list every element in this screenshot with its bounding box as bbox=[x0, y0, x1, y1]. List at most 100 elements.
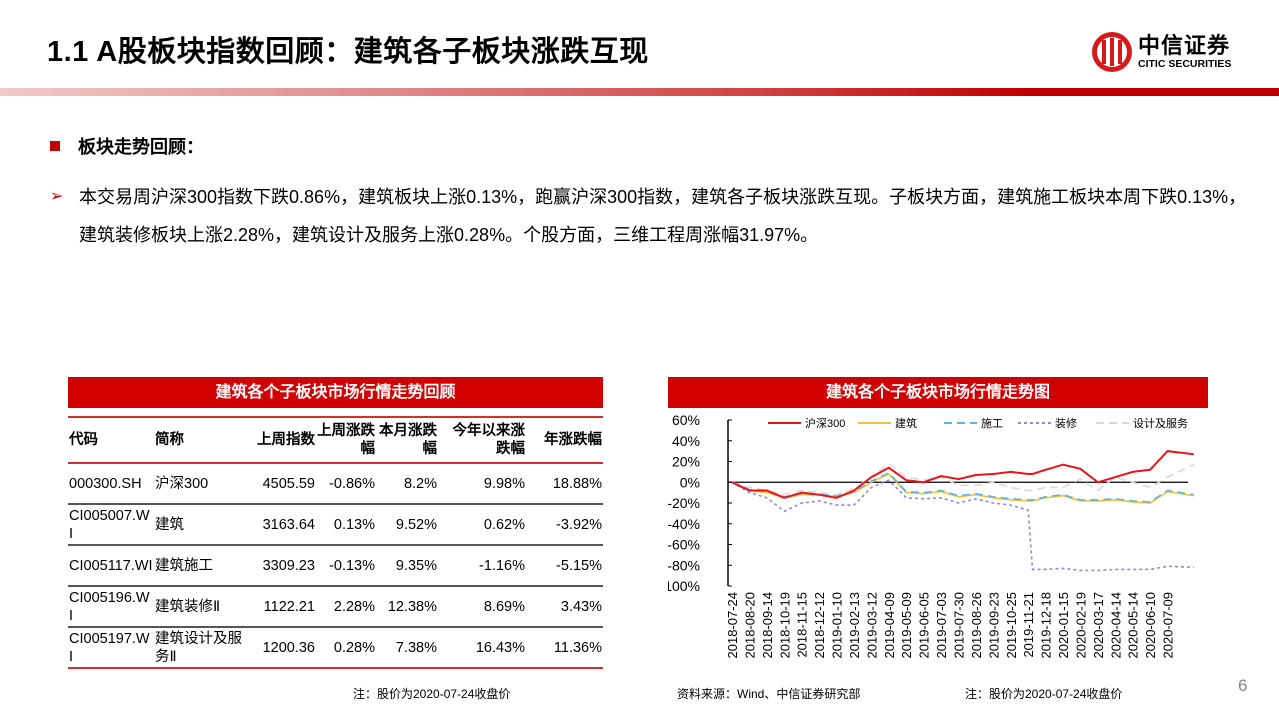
table-cell: 3.43% bbox=[526, 586, 603, 628]
table-cell: CI005117.WI bbox=[68, 545, 154, 587]
table-row: CI005196.WI 建筑装修Ⅱ 1122.21 2.28% 12.38% 8.69% 3… bbox=[68, 586, 603, 628]
x-tick-label: 2020-05-14 bbox=[1126, 592, 1141, 659]
x-tick-label: 2019-07-03 bbox=[934, 592, 949, 659]
x-tick-label: 2018-11-15 bbox=[795, 592, 810, 658]
table-cell: 7.38% bbox=[376, 627, 438, 669]
y-tick-label: -80% bbox=[668, 557, 700, 573]
table-cell: -0.13% bbox=[316, 545, 376, 587]
y-tick-label: 60% bbox=[672, 412, 700, 428]
x-tick-label: 2020-07-09 bbox=[1161, 592, 1176, 659]
chart-title: 建筑各个子板块市场行情走势图 bbox=[668, 377, 1208, 408]
column-header: 上周指数 bbox=[250, 416, 316, 464]
table-title: 建筑各个子板块市场行情走势回顾 bbox=[68, 377, 603, 408]
legend-label: 装修 bbox=[1055, 416, 1077, 430]
table-cell: 8.2% bbox=[376, 463, 438, 505]
table-cell: 建筑施工 bbox=[154, 545, 250, 587]
table-note: 注：股价为2020-07-24收盘价 bbox=[353, 687, 511, 701]
logo-cn: 中信证券 bbox=[1138, 33, 1231, 58]
table-cell: 3163.64 bbox=[250, 504, 316, 546]
table-cell: 000300.SH bbox=[68, 463, 154, 505]
x-tick-label: 2018-12-12 bbox=[812, 592, 827, 659]
x-tick-label: 2020-01-15 bbox=[1056, 592, 1071, 659]
column-header: 今年以来涨跌幅 bbox=[438, 416, 526, 464]
summary-text: 本交易周沪深300指数下跌0.86%，建筑板块上涨0.13%，跑赢沪深300指数… bbox=[79, 187, 1247, 245]
x-tick-label: 2020-02-19 bbox=[1073, 592, 1088, 659]
x-tick-label: 2018-10-19 bbox=[777, 592, 792, 659]
table-cell: 9.98% bbox=[438, 463, 526, 505]
table-cell: 1200.36 bbox=[250, 627, 316, 669]
sector-table: 代码 简称 上周指数 上周涨跌幅 本月涨跌幅 今年以来涨跌幅 年涨跌幅 000300.SH 沪… bbox=[68, 416, 603, 669]
y-tick-label: -40% bbox=[668, 516, 700, 532]
table-cell: 0.28% bbox=[316, 627, 376, 669]
citic-logo: 中信证券 CITIC SECURITIES bbox=[1090, 30, 1231, 74]
x-tick-label: 2018-09-14 bbox=[760, 592, 775, 659]
table-cell: 11.36% bbox=[526, 627, 603, 669]
table-cell: 8.69% bbox=[438, 586, 526, 628]
table-cell: 3309.23 bbox=[250, 545, 316, 587]
table-cell: -1.16% bbox=[438, 545, 526, 587]
x-tick-label: 2020-03-17 bbox=[1091, 592, 1106, 659]
table-cell: 0.13% bbox=[316, 504, 376, 546]
table-cell: 0.62% bbox=[438, 504, 526, 546]
table-cell: 9.52% bbox=[376, 504, 438, 546]
table-cell: CI005196.WI bbox=[68, 586, 154, 628]
square-bullet-icon bbox=[50, 141, 60, 151]
y-tick-label: 0% bbox=[680, 474, 700, 490]
table-cell: 建筑装修Ⅱ bbox=[154, 586, 250, 628]
chart-note: 注：股价为2020-07-24收盘价 bbox=[965, 687, 1123, 701]
x-tick-label: 2019-05-09 bbox=[899, 592, 914, 659]
page-title: 1.1 A股板块指数回顾：建筑各子板块涨跌互现 bbox=[47, 36, 649, 68]
y-tick-label: -60% bbox=[668, 537, 700, 553]
y-tick-label: -100% bbox=[668, 578, 700, 594]
table-cell: 2.28% bbox=[316, 586, 376, 628]
column-header: 简称 bbox=[154, 416, 250, 464]
logo-en: CITIC SECURITIES bbox=[1138, 58, 1232, 70]
summary-paragraph: ➢ 本交易周沪深300指数下跌0.86%，建筑板块上涨0.13%，跑赢沪深300指… bbox=[50, 178, 1250, 254]
line-chart: 60% 40% 20% 0% -20% -40% -60% -80% -100% 2018-07-… bbox=[668, 412, 1195, 659]
table-cell: -0.86% bbox=[316, 463, 376, 505]
table-cell: 9.35% bbox=[376, 545, 438, 587]
arrow-bullet-icon: ➢ bbox=[50, 188, 64, 205]
table-cell: 1122.21 bbox=[250, 586, 316, 628]
column-header: 代码 bbox=[68, 416, 154, 464]
series-line-0 bbox=[731, 450, 1194, 499]
column-header: 上周涨跌幅 bbox=[316, 416, 376, 464]
legend-label: 设计及服务 bbox=[1133, 417, 1188, 430]
table-cell: CI005197.WI bbox=[68, 627, 154, 669]
header-bar bbox=[0, 88, 1279, 96]
y-tick-label: 40% bbox=[672, 433, 700, 449]
x-tick-label: 2019-11-21 bbox=[1021, 592, 1036, 658]
x-tick-label: 2019-07-30 bbox=[951, 592, 966, 659]
y-tick-label: 20% bbox=[672, 454, 700, 470]
table-cell: 建筑 bbox=[154, 504, 250, 546]
x-tick-label: 2019-09-23 bbox=[986, 592, 1001, 659]
section-heading-text: 板块走势回顾： bbox=[78, 137, 204, 157]
series-line-1 bbox=[731, 473, 1194, 504]
x-tick-label: 2019-03-12 bbox=[864, 592, 879, 659]
table-row: CI005197.WI 建筑设计及服务Ⅱ 1200.36 0.28% 7.38% 16.4… bbox=[68, 627, 603, 669]
x-tick-label: 2019-01-10 bbox=[830, 592, 845, 659]
x-tick-label: 2020-06-10 bbox=[1143, 592, 1158, 659]
x-tick-label: 2019-10-25 bbox=[1004, 592, 1019, 659]
x-tick-label: 2020-04-14 bbox=[1108, 592, 1123, 659]
table-cell: 12.38% bbox=[376, 586, 438, 628]
x-tick-label: 2019-02-13 bbox=[847, 592, 862, 659]
column-header: 年涨跌幅 bbox=[526, 416, 603, 464]
legend-label: 施工 bbox=[981, 417, 1003, 430]
x-tick-label: 2019-04-09 bbox=[882, 592, 897, 659]
table-cell: CI005007.WI bbox=[68, 504, 154, 546]
y-tick-label: -20% bbox=[668, 495, 700, 511]
table-cell: -3.92% bbox=[526, 504, 603, 546]
table-cell: -5.15% bbox=[526, 545, 603, 587]
table-cell: 16.43% bbox=[438, 627, 526, 669]
x-tick-label: 2019-08-26 bbox=[969, 592, 984, 659]
section-heading: 板块走势回顾： bbox=[50, 133, 204, 159]
table-cell: 18.88% bbox=[526, 463, 603, 505]
legend-label: 建筑 bbox=[895, 416, 917, 430]
column-header: 本月涨跌幅 bbox=[376, 416, 438, 464]
source-note: 资料来源：Wind、中信证券研究部 bbox=[677, 687, 861, 701]
table-cell: 沪深300 bbox=[154, 463, 250, 505]
table-row: CI005117.WI 建筑施工 3309.23 -0.13% 9.35% -1.16% -… bbox=[68, 545, 603, 587]
table-cell: 建筑设计及服务Ⅱ bbox=[154, 627, 250, 669]
x-tick-label: 2018-07-24 bbox=[725, 592, 740, 659]
